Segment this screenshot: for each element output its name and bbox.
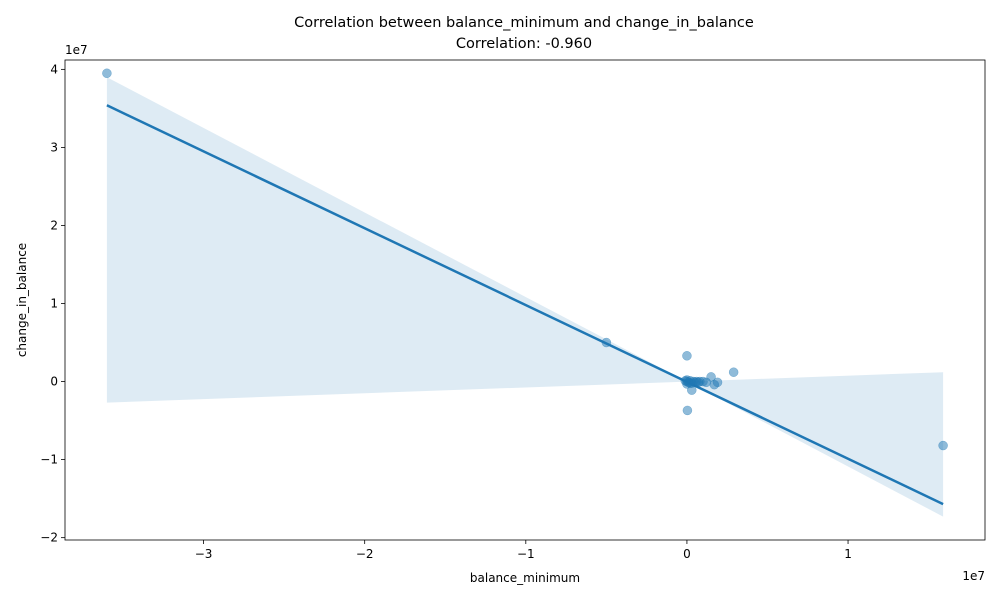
data-point [682, 405, 693, 416]
y-tick-label: 2 [50, 218, 58, 232]
chart-title: Correlation between balance_minimum and … [294, 15, 754, 31]
plot-frame [64, 59, 986, 541]
confidence-band [106, 77, 944, 517]
data-point [102, 68, 112, 79]
x-tick-label: −1 [517, 547, 535, 561]
chart-subtitle: Correlation: -0.960 [456, 36, 592, 52]
y-tick-label: −1 [40, 453, 58, 467]
y-axis-label: change_in_balance [15, 243, 29, 357]
data-point [601, 337, 612, 348]
data-point [938, 440, 948, 451]
x-tick-label: −2 [356, 547, 374, 561]
data-points-layer [102, 68, 948, 451]
x-tick-label: 1 [844, 547, 852, 561]
y-tick-label: −2 [40, 531, 58, 545]
x-axis-label: balance_minimum [470, 571, 580, 585]
y-axis: −2 −1 0 1 2 3 4 [40, 62, 65, 545]
x-offset-label: 1e7 [962, 569, 985, 583]
y-tick-label: 3 [50, 140, 58, 154]
confidence-band-layer [106, 77, 944, 517]
y-tick-label: 1 [50, 297, 58, 311]
data-point [682, 351, 692, 361]
data-point [685, 378, 695, 388]
data-point [728, 367, 739, 377]
y-tick-label: 0 [50, 375, 58, 389]
regression-line [106, 104, 944, 506]
x-tick-label: 0 [683, 547, 691, 561]
x-tick-label: −3 [195, 547, 213, 561]
data-point [701, 377, 712, 388]
data-point [709, 379, 720, 390]
regression-line-layer [106, 104, 944, 506]
y-offset-label: 1e7 [65, 43, 88, 57]
y-tick-label: 4 [50, 62, 58, 76]
x-axis: −3 −2 −1 0 1 [195, 540, 852, 561]
